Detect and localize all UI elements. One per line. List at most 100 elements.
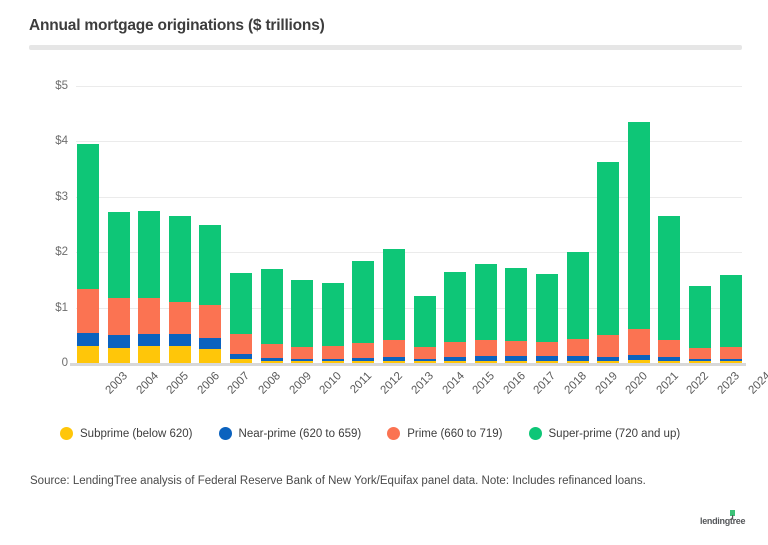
- bar-segment[interactable]: [77, 143, 99, 289]
- bar-segment[interactable]: [77, 346, 99, 363]
- bar-2003[interactable]: [77, 143, 99, 363]
- bar-segment[interactable]: [719, 346, 742, 359]
- bar-segment[interactable]: [444, 341, 467, 357]
- bar-segment[interactable]: [413, 346, 436, 359]
- bar-segment[interactable]: [291, 279, 314, 347]
- bar-segment[interactable]: [658, 216, 681, 341]
- bar-segment[interactable]: [719, 361, 742, 363]
- bar-segment[interactable]: [230, 273, 252, 335]
- bar-segment[interactable]: [230, 334, 252, 354]
- legend-item[interactable]: Subprime (below 620): [60, 427, 193, 440]
- bar-segment[interactable]: [352, 358, 375, 362]
- legend-item[interactable]: Super-prime (720 and up): [528, 427, 680, 440]
- bar-segment[interactable]: [383, 340, 405, 357]
- bar-segment[interactable]: [107, 335, 130, 348]
- bar-segment[interactable]: [536, 356, 558, 361]
- bar-segment[interactable]: [505, 356, 528, 361]
- bar-segment[interactable]: [260, 361, 283, 363]
- bar-segment[interactable]: [383, 356, 405, 361]
- bar-segment[interactable]: [352, 343, 375, 359]
- bar-segment[interactable]: [168, 346, 191, 363]
- legend-item[interactable]: Prime (660 to 719): [387, 427, 503, 440]
- bar-2023[interactable]: [689, 286, 711, 363]
- bar-segment[interactable]: [168, 215, 191, 303]
- bar-segment[interactable]: [138, 210, 161, 299]
- bar-segment[interactable]: [168, 302, 191, 335]
- bar-2022[interactable]: [658, 216, 681, 363]
- bar-segment[interactable]: [321, 361, 344, 363]
- bar-segment[interactable]: [413, 361, 436, 363]
- bar-segment[interactable]: [689, 348, 711, 359]
- bar-segment[interactable]: [413, 296, 436, 347]
- bar-segment[interactable]: [230, 353, 252, 360]
- legend-item[interactable]: Near-prime (620 to 659): [218, 427, 361, 440]
- bar-2014[interactable]: [413, 296, 436, 363]
- bar-2009[interactable]: [260, 268, 283, 363]
- bar-segment[interactable]: [321, 346, 344, 359]
- bar-segment[interactable]: [658, 356, 681, 361]
- bar-segment[interactable]: [413, 358, 436, 362]
- bar-segment[interactable]: [627, 122, 650, 330]
- bar-segment[interactable]: [536, 274, 558, 342]
- bar-2005[interactable]: [138, 210, 161, 363]
- bar-segment[interactable]: [199, 348, 222, 363]
- bar-segment[interactable]: [689, 361, 711, 363]
- bar-2024[interactable]: [719, 274, 742, 363]
- bar-segment[interactable]: [138, 346, 161, 363]
- bar-segment[interactable]: [199, 305, 222, 338]
- bar-segment[interactable]: [260, 268, 283, 345]
- bar-segment[interactable]: [474, 356, 497, 361]
- bar-segment[interactable]: [444, 360, 467, 363]
- bar-2013[interactable]: [383, 248, 405, 363]
- bar-2010[interactable]: [291, 279, 314, 363]
- bar-segment[interactable]: [260, 358, 283, 362]
- bar-segment[interactable]: [658, 360, 681, 363]
- bar-segment[interactable]: [505, 360, 528, 363]
- bar-segment[interactable]: [260, 344, 283, 359]
- bar-2018[interactable]: [536, 274, 558, 363]
- bar-2011[interactable]: [321, 282, 344, 363]
- bar-segment[interactable]: [627, 360, 650, 363]
- bar-segment[interactable]: [77, 288, 99, 334]
- bar-segment[interactable]: [719, 358, 742, 362]
- bar-segment[interactable]: [536, 360, 558, 363]
- bar-segment[interactable]: [505, 267, 528, 341]
- bar-segment[interactable]: [474, 340, 497, 357]
- bar-segment[interactable]: [383, 360, 405, 363]
- bar-segment[interactable]: [505, 340, 528, 357]
- bar-2007[interactable]: [199, 224, 222, 363]
- bar-segment[interactable]: [658, 340, 681, 357]
- bar-segment[interactable]: [627, 329, 650, 356]
- bar-segment[interactable]: [566, 356, 589, 361]
- bar-segment[interactable]: [597, 162, 620, 336]
- bar-segment[interactable]: [199, 224, 222, 306]
- bar-2020[interactable]: [597, 162, 620, 363]
- bar-2015[interactable]: [444, 271, 467, 363]
- bar-segment[interactable]: [321, 282, 344, 347]
- bar-segment[interactable]: [138, 298, 161, 335]
- bar-2006[interactable]: [168, 215, 191, 363]
- bar-2016[interactable]: [474, 263, 497, 363]
- bar-segment[interactable]: [168, 334, 191, 347]
- bar-segment[interactable]: [444, 356, 467, 361]
- bar-segment[interactable]: [444, 271, 467, 342]
- bar-2017[interactable]: [505, 267, 528, 363]
- bar-2004[interactable]: [107, 212, 130, 363]
- bar-segment[interactable]: [597, 356, 620, 361]
- bar-segment[interactable]: [383, 248, 405, 341]
- bar-2019[interactable]: [566, 251, 589, 363]
- bar-segment[interactable]: [107, 297, 130, 336]
- bar-2012[interactable]: [352, 261, 375, 363]
- bar-segment[interactable]: [291, 361, 314, 363]
- bar-segment[interactable]: [474, 263, 497, 341]
- bar-segment[interactable]: [138, 334, 161, 347]
- bar-segment[interactable]: [230, 359, 252, 363]
- bar-segment[interactable]: [352, 361, 375, 363]
- bar-segment[interactable]: [689, 286, 711, 349]
- bar-segment[interactable]: [474, 360, 497, 363]
- bar-segment[interactable]: [566, 339, 589, 357]
- bar-segment[interactable]: [352, 261, 375, 344]
- bar-segment[interactable]: [199, 337, 222, 349]
- bar-segment[interactable]: [291, 358, 314, 362]
- bar-segment[interactable]: [77, 333, 99, 347]
